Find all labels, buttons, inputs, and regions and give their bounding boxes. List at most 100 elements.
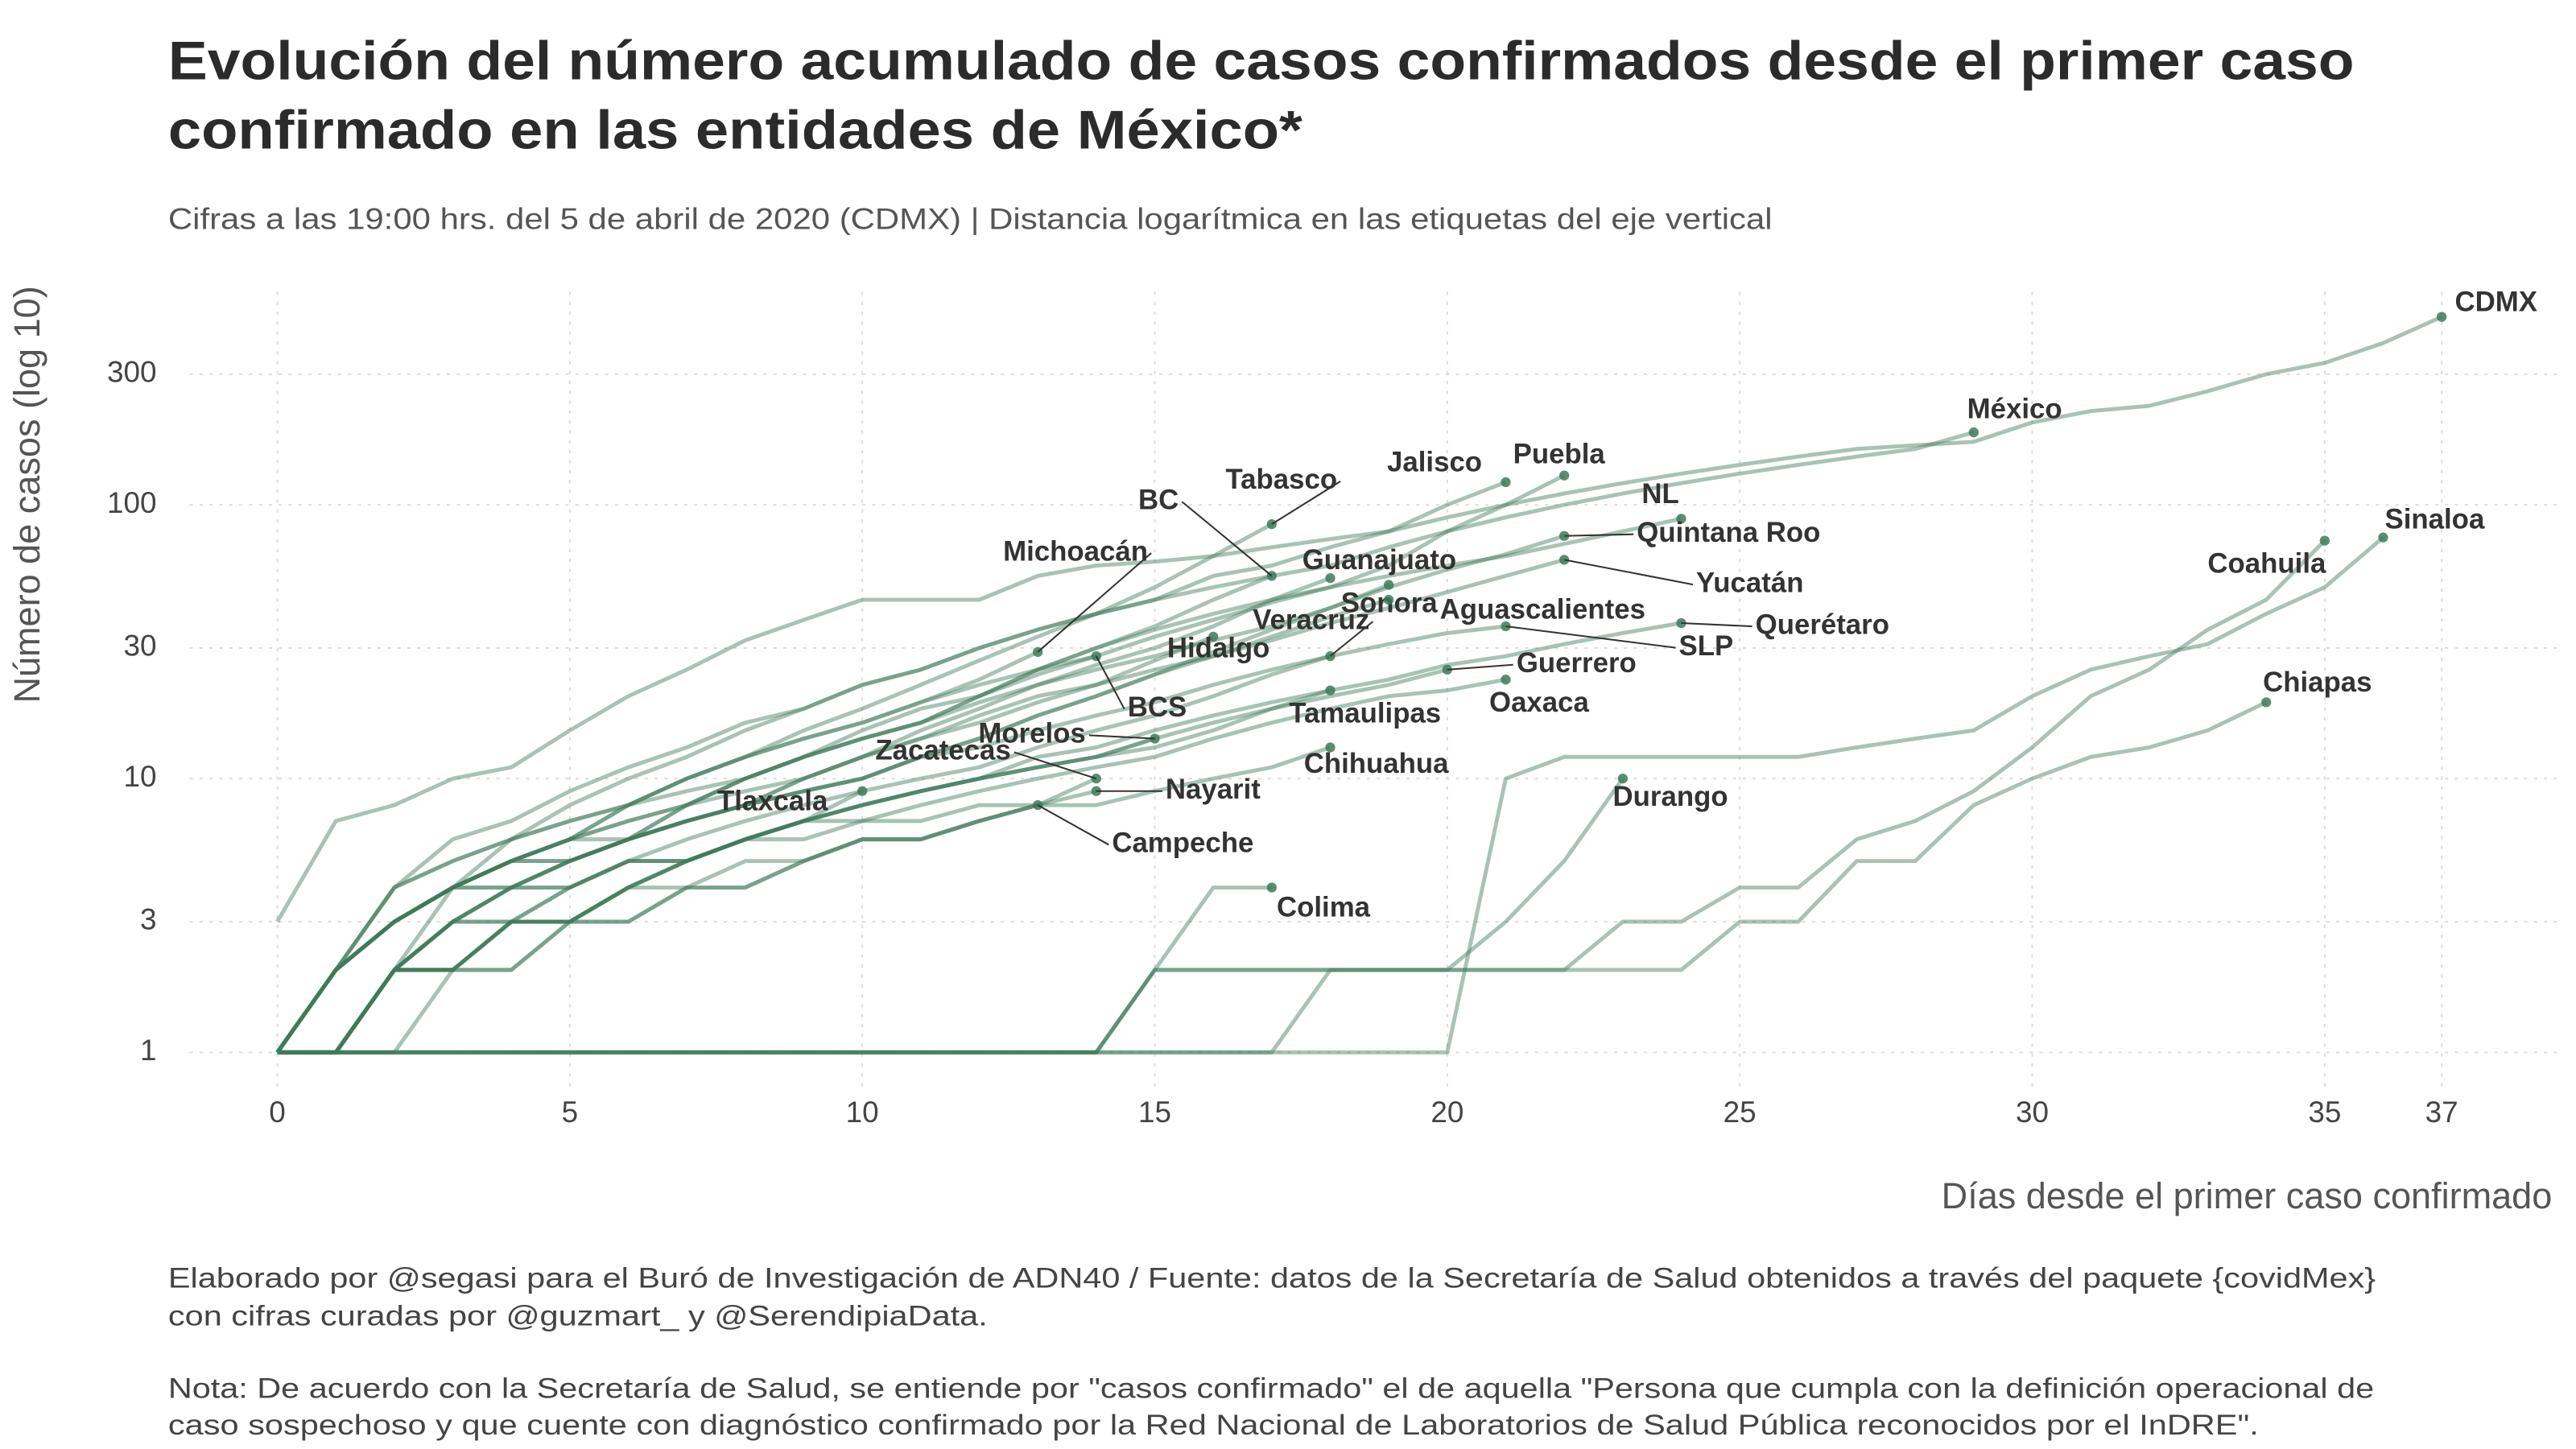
series-label: Guanajuato: [1302, 544, 1456, 576]
series-line: [277, 737, 1156, 1055]
leader-line: [1181, 501, 1273, 577]
series-line: [275, 650, 1039, 1054]
y-axis-label: Número de casos (log 10): [6, 286, 47, 703]
end-point: [2261, 697, 2272, 708]
y-tick-label: 30: [124, 630, 157, 663]
series-line: [277, 654, 1331, 1055]
end-point: [1501, 477, 1511, 488]
leader-line: [1681, 621, 1752, 628]
series-label: BC: [1138, 484, 1179, 515]
y-tick-label: 10: [124, 760, 157, 793]
series-line: [275, 654, 1097, 1054]
end-point: [1384, 580, 1394, 590]
series-label: Guerrero: [1517, 647, 1637, 679]
leader-line: [1095, 655, 1125, 710]
series-label: Sinaloa: [2385, 503, 2485, 535]
series-label: Jalisco: [1387, 447, 1482, 478]
x-tick-label: 15: [1138, 1096, 1171, 1129]
series-label: Oaxaca: [1489, 687, 1589, 718]
series-label: Querétaro: [1756, 609, 1889, 640]
series-line: [277, 576, 1331, 1055]
series-label: Zacatecas: [875, 735, 1010, 766]
series-label: Nayarit: [1166, 774, 1261, 805]
y-tick-label: 300: [107, 356, 157, 389]
series-line: [277, 557, 1565, 1055]
x-tick-label: 0: [269, 1096, 286, 1129]
series-line: [275, 624, 1506, 1054]
series-line: [275, 634, 1215, 1054]
series-line: [277, 803, 1038, 1055]
series-line: [277, 700, 2268, 1055]
end-point: [1617, 774, 1628, 784]
footer-text: Elaborado por @segasi para el Buró de In…: [168, 1262, 2376, 1294]
x-tick-label: 37: [2425, 1096, 2458, 1129]
leader-line: [1563, 559, 1694, 586]
chart-title: confirmado en las entidades de México*: [168, 100, 1303, 160]
end-point: [1501, 675, 1511, 685]
series-label: Veracruz: [1253, 604, 1369, 635]
end-point: [857, 786, 868, 796]
end-point: [1676, 514, 1686, 524]
x-tick-label: 35: [2308, 1096, 2341, 1129]
leader-line: [1088, 734, 1155, 740]
series-label: SLP: [1679, 630, 1734, 662]
series-label: BCS: [1128, 691, 1187, 723]
series-line: [277, 789, 1097, 1055]
leader-line: [1564, 533, 1634, 537]
leader-line: [1505, 625, 1676, 649]
series-label: Michoacán: [1003, 535, 1148, 567]
x-axis-label: Días desde el primer caso confirmado: [1942, 1175, 2553, 1216]
series-line: [275, 430, 1975, 1054]
end-point: [1266, 882, 1277, 893]
series-label: Tabasco: [1225, 464, 1337, 495]
series-line: [275, 315, 2443, 923]
footer-text: Nota: De acuerdo con la Secretaría de Sa…: [168, 1373, 2374, 1405]
series-label: Tamaulipas: [1289, 698, 1441, 729]
series-label: Coahuila: [2207, 548, 2326, 580]
x-tick-label: 30: [2016, 1096, 2049, 1129]
leader-line: [1271, 481, 1341, 525]
series-line: [275, 473, 1566, 1054]
series-line: [277, 688, 1331, 1055]
end-point: [1208, 631, 1219, 642]
grid: 1 3 10 30 100 300 0 5 10 15 20 25 30 35 37: [107, 291, 2559, 1129]
series-line: [275, 583, 1390, 1054]
y-tick-label: 1: [140, 1034, 157, 1067]
series-line: [277, 677, 1506, 1055]
end-point: [1559, 470, 1570, 481]
series-line: [275, 574, 1273, 1054]
footer-text: con cifras curadas por @guzmart_ y @Sere…: [168, 1301, 988, 1332]
leader-line: [1013, 751, 1097, 780]
series-label: Morelos: [978, 718, 1085, 749]
labels: CDMX México Sinaloa Coahuila Chiapas Puebla Ja…: [717, 286, 2537, 923]
series-label: México: [1967, 394, 2062, 425]
end-point: [1325, 742, 1335, 753]
series-label: Quintana Roo: [1637, 517, 1820, 548]
series-label: Hidalgo: [1167, 632, 1270, 663]
series-line: [277, 789, 864, 1055]
chart-subtitle: Cifras a las 19:00 hrs. del 5 de abril d…: [168, 203, 1773, 236]
series-line: [275, 597, 1389, 1054]
end-point: [1325, 685, 1335, 696]
series-label: Puebla: [1513, 438, 1606, 469]
end-point: [2319, 535, 2330, 546]
end-point: [1325, 572, 1335, 584]
leader-line: [1329, 621, 1374, 657]
leader-line: [1037, 804, 1109, 846]
series-label: Tlaxcala: [717, 785, 828, 816]
lines: [275, 315, 2443, 1055]
series-line: [277, 535, 2385, 1055]
series-label: Campeche: [1112, 828, 1253, 859]
series-label: CDMX: [2455, 286, 2537, 317]
y-tick-label: 3: [140, 903, 157, 936]
series-label: NL: [1641, 478, 1678, 510]
series-line: [275, 480, 1507, 1054]
series-line: [277, 667, 1448, 1055]
series-line: [277, 516, 1682, 1055]
series-label: Chiapas: [2263, 667, 2372, 698]
series-label: Aguascalientes: [1440, 594, 1645, 625]
series-line: [277, 886, 1272, 1055]
end-point: [1968, 427, 1979, 438]
footer-text: caso sospechoso y que cuente con diagnós…: [168, 1410, 2259, 1441]
series-line: [277, 539, 2326, 1055]
